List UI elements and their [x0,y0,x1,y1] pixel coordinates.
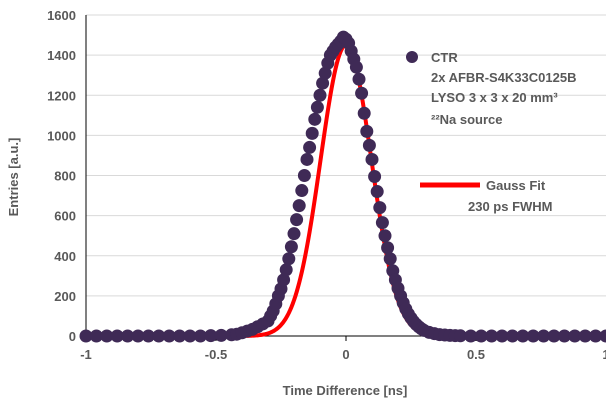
data-point [370,185,384,199]
data-point [383,252,397,266]
data-point [310,100,324,114]
data-point [589,329,603,343]
data-point [308,112,322,126]
y-tick-label: 0 [69,329,76,344]
data-point [557,329,571,343]
y-tick-label: 200 [54,289,76,304]
data-point [305,126,319,140]
data-point [453,329,467,343]
data-point [495,329,509,343]
data-point [162,329,176,343]
data-point [362,138,376,152]
data-point [316,76,330,90]
legend: CTR 2x AFBR-S4K33C0125B LYSO 3 x 3 x 20 … [406,50,576,214]
data-points [79,30,606,343]
grid-lines [86,14,606,297]
data-point [505,329,519,343]
x-axis-title: Time Difference [ns] [283,383,408,398]
y-tick-label: 600 [54,209,76,224]
data-point [297,169,311,182]
data-point [292,199,306,213]
data-point [568,329,582,343]
x-tick-labels: -1 -0.5 0 0.5 1 [80,347,606,362]
x-tick-label: 0.5 [467,347,485,362]
x-tick-label: 1 [602,347,606,362]
data-point [131,329,145,343]
x-tick-label: -0.5 [205,347,227,362]
legend-ctr-marker [406,51,418,63]
data-point [193,329,207,343]
data-point [578,329,592,343]
data-point [110,329,124,343]
data-point [352,72,366,86]
data-point [365,152,379,166]
legend-ctr-line-3: LYSO 3 x 3 x 20 mm³ [431,90,558,105]
data-point [214,328,228,342]
data-point [141,329,155,343]
data-point [599,329,606,343]
data-point [303,140,317,154]
data-point [79,329,93,343]
data-point [204,329,218,343]
data-point [313,88,327,102]
data-point [381,241,395,255]
data-point [318,66,332,80]
y-tick-labels: 0 200 400 600 800 1000 1200 1400 1600 [47,8,76,344]
legend-fit-line-1: Gauss Fit [486,178,546,193]
legend-ctr-line-1: CTR [431,50,458,65]
data-point [474,329,488,343]
data-point [485,329,499,343]
data-point [100,329,114,343]
data-point [349,60,363,74]
y-tick-label: 1200 [47,88,76,103]
data-point [282,252,296,266]
data-point [357,106,371,120]
data-point [300,152,314,166]
x-tick-label: -1 [80,347,92,362]
data-point [284,240,298,254]
x-tick-label: 0 [342,347,349,362]
data-point [152,329,166,343]
data-point [355,86,369,100]
y-tick-label: 400 [54,249,76,264]
data-point [526,329,540,343]
legend-ctr-line-4: ²²Na source [431,112,503,127]
legend-ctr-line-2: 2x AFBR-S4K33C0125B [431,70,576,85]
data-point [360,124,374,138]
data-point [89,329,103,343]
data-point [287,227,301,241]
data-point [290,213,304,227]
data-point [368,170,382,184]
y-axis-title: Entries [a.u.] [6,138,21,217]
data-point [173,329,187,343]
data-point [295,184,309,198]
data-point [279,263,293,277]
data-point [516,329,530,343]
data-point [183,329,197,343]
data-point [121,329,135,343]
data-point [464,329,478,343]
data-point [547,329,561,343]
y-tick-label: 1000 [47,128,76,143]
data-point [537,329,551,343]
data-point [373,201,387,215]
data-point [378,229,392,243]
legend-fit-line-2: 230 ps FWHM [468,199,553,214]
y-tick-label: 1600 [47,8,76,23]
data-point [277,273,291,287]
y-tick-label: 1400 [47,48,76,63]
data-point [375,216,389,230]
y-tick-label: 800 [54,169,76,184]
